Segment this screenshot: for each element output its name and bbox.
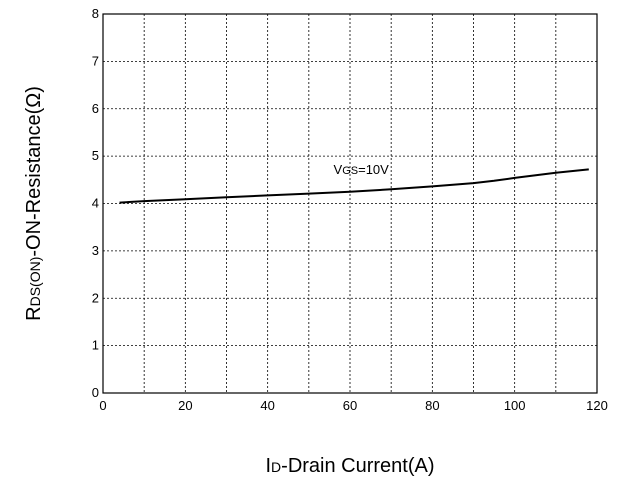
x-axis-title: ID-Drain Current(A) bbox=[265, 455, 434, 477]
y-axis-title-main: R bbox=[23, 306, 45, 320]
vgs-annotation-rest: =10V bbox=[358, 162, 389, 177]
vgs-annotation-subscript: GS bbox=[342, 165, 358, 177]
grid bbox=[103, 14, 597, 393]
x-tick-label: 100 bbox=[504, 398, 526, 413]
vgs-annotation: VGS=10V bbox=[334, 162, 390, 177]
y-tick-label: 4 bbox=[92, 196, 99, 211]
y-axis-title-subscript: DS(ON) bbox=[27, 257, 43, 307]
rdson-series-line bbox=[119, 168, 589, 204]
x-tick-label: 0 bbox=[99, 398, 106, 413]
y-tick-label: 3 bbox=[92, 243, 99, 258]
plot-frame bbox=[102, 13, 598, 394]
x-axis-title-main: I bbox=[265, 455, 271, 477]
x-tick-label: 20 bbox=[178, 398, 192, 413]
x-tick-label: 80 bbox=[425, 398, 439, 413]
y-tick-label: 0 bbox=[92, 385, 99, 400]
y-tick-label: 7 bbox=[92, 53, 99, 68]
y-tick-label: 8 bbox=[92, 6, 99, 21]
vgs-annotation-main: V bbox=[334, 162, 343, 177]
x-axis-title-rest: -Drain Current(A) bbox=[281, 455, 434, 477]
x-axis-title-subscript: D bbox=[271, 459, 281, 475]
y-tick-label: 2 bbox=[92, 290, 99, 305]
y-tick-label: 1 bbox=[92, 338, 99, 353]
y-axis-title-rest: -ON-Resistance(Ω) bbox=[23, 86, 45, 257]
x-tick-labels: 0 20 40 60 80 100 120 bbox=[99, 398, 607, 413]
x-tick-label: 60 bbox=[343, 398, 357, 413]
y-tick-label: 5 bbox=[92, 148, 99, 163]
y-axis-title: RDS(ON)-ON-Resistance(Ω) bbox=[23, 86, 45, 321]
series-layer bbox=[119, 168, 589, 204]
y-tick-label: 6 bbox=[92, 101, 99, 116]
x-tick-label: 40 bbox=[260, 398, 274, 413]
y-tick-labels: 0 1 2 3 4 5 6 7 8 bbox=[92, 6, 99, 400]
x-tick-label: 120 bbox=[586, 398, 608, 413]
